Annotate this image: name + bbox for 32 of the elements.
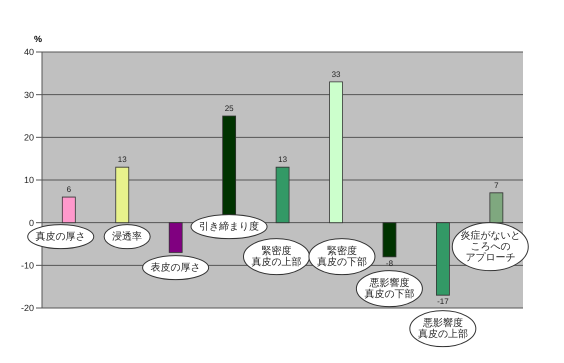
x-tick-label: 炎症がないところへのアプローチ — [460, 229, 520, 264]
bar — [62, 196, 76, 224]
bar — [489, 192, 504, 224]
bar — [168, 222, 183, 253]
data-label: 7 — [494, 180, 500, 190]
x-tick-label: 悪影響度真皮の下部 — [364, 276, 414, 300]
y-axis-title: % — [34, 34, 42, 44]
x-tick-label: 引き締まり度 — [199, 220, 260, 232]
bar — [329, 81, 343, 224]
data-label: 13 — [278, 155, 288, 164]
data-label: 13 — [118, 155, 128, 164]
x-tick-label: 浸透率 — [112, 230, 142, 242]
y-tick-label: -10 — [20, 260, 34, 271]
x-tick-label: 表皮の厚さ — [150, 261, 201, 274]
x-tick-label: 緊密度真皮の上部 — [252, 244, 302, 268]
y-tick-label: 30 — [24, 90, 34, 100]
y-tick-label: 20 — [24, 132, 34, 143]
x-tick-label: 悪影響度真皮の上部 — [418, 316, 468, 340]
bar — [115, 166, 130, 224]
y-tick-label: -20 — [20, 303, 34, 314]
x-tick-label: 緊密度真皮の下部 — [316, 244, 367, 268]
bar — [276, 166, 290, 224]
bar — [436, 222, 450, 296]
y-tick-label: 40 — [24, 47, 34, 58]
data-label: 33 — [332, 70, 342, 79]
data-label: 25 — [224, 104, 234, 113]
x-tick-label: 真皮の厚さ — [36, 230, 86, 242]
y-tick-label: 10 — [24, 175, 34, 186]
y-tick-label: 0 — [28, 218, 34, 228]
bar — [382, 222, 396, 258]
data-label: -17 — [437, 297, 450, 306]
data-label: 6 — [66, 185, 72, 194]
